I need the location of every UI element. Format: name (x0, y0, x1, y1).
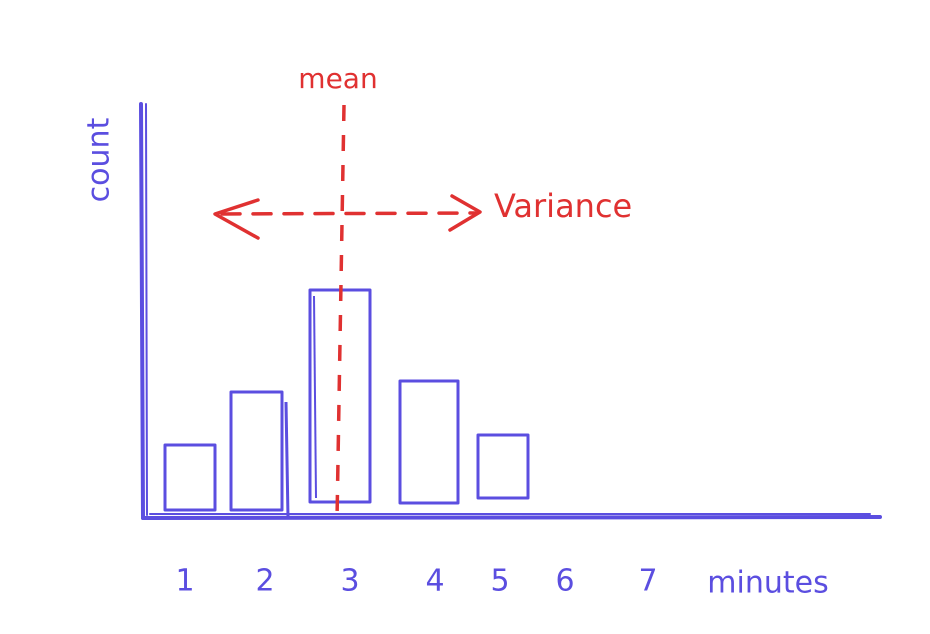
arrow-head-right (448, 194, 482, 232)
bar (398, 379, 460, 505)
x-tick-label: 4 (425, 564, 444, 599)
bar (229, 390, 284, 512)
bar-stroke (284, 401, 290, 519)
axes (139, 102, 882, 520)
x-tick-labels: 1 2 3 4 5 6 7 (175, 564, 657, 599)
x-tick-label: 2 (255, 564, 274, 599)
y-axis-stroke (145, 103, 148, 516)
x-tick-label: 5 (490, 564, 509, 599)
bar-stroke (313, 295, 317, 499)
mean-label: mean (298, 62, 377, 95)
x-tick-label: 7 (638, 564, 657, 599)
x-tick-label: 3 (340, 564, 359, 599)
bar (476, 433, 530, 500)
x-axis (141, 515, 882, 520)
variance-arrow (213, 194, 482, 240)
variance-label: Variance (494, 187, 632, 225)
y-axis-label: count (82, 117, 117, 202)
x-axis-label: minutes (707, 566, 828, 601)
y-axis (139, 102, 145, 520)
x-tick-label: 6 (555, 564, 574, 599)
bar (163, 443, 217, 512)
variance-line (220, 211, 477, 216)
x-tick-label: 1 (175, 564, 194, 599)
mean-line (335, 104, 346, 521)
arrow-head-left (213, 198, 260, 240)
